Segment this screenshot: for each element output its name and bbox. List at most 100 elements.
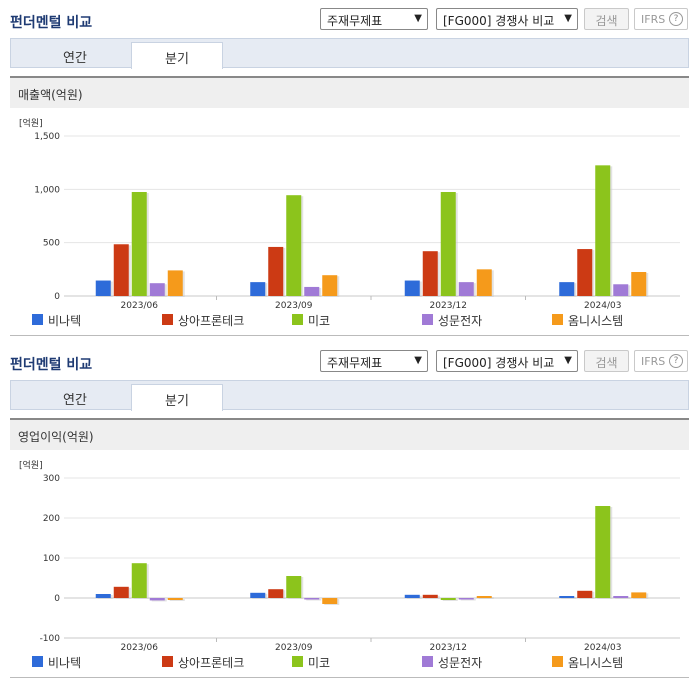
legend-label: 미코 [308, 656, 331, 670]
search-button[interactable]: 검색 [584, 8, 629, 30]
bar[interactable] [613, 284, 629, 296]
bar[interactable] [167, 598, 183, 600]
legend-item[interactable]: 미코 [292, 312, 330, 329]
legend-label: 상아프론테크 [178, 314, 245, 328]
legend-swatch [162, 314, 173, 325]
legend-item[interactable]: 상아프론테크 [162, 654, 244, 671]
bar[interactable] [631, 592, 647, 598]
bar[interactable] [422, 594, 438, 598]
legend-item[interactable]: 미코 [292, 654, 330, 671]
bar[interactable] [304, 598, 320, 600]
bar[interactable] [304, 286, 320, 296]
ifrs-label: IFRS [641, 355, 666, 368]
panel-header: 펀더멘털 비교 주재무제표 ▼ [FG000] 경쟁사 비교 ▼ 검색 IFRS… [0, 342, 696, 376]
chart-title: 매출액(억원) [18, 88, 83, 102]
bar[interactable] [422, 251, 438, 296]
legend-item[interactable]: 옴니시스템 [552, 654, 623, 671]
chart-title: 영업이익(억원) [18, 430, 94, 444]
ifrs-button[interactable]: IFRS ? [634, 350, 688, 372]
period-tabs: 연간 분기 [10, 380, 689, 411]
ifrs-button[interactable]: IFRS ? [634, 8, 688, 30]
bar[interactable] [404, 280, 420, 296]
bar[interactable] [559, 596, 575, 598]
bar[interactable] [595, 165, 611, 296]
bar[interactable] [577, 590, 593, 598]
legend-swatch [292, 656, 303, 667]
legend-swatch [422, 314, 433, 325]
chevron-down-icon: ▼ [414, 355, 422, 366]
tab-quarterly[interactable]: 분기 [131, 384, 223, 411]
bar[interactable] [476, 596, 492, 598]
bar[interactable] [595, 506, 611, 598]
bar[interactable] [322, 598, 338, 604]
bar[interactable] [476, 269, 492, 296]
tab-quarterly[interactable]: 분기 [131, 42, 223, 69]
bar[interactable] [404, 594, 420, 598]
sales-chart: [억원] 0 500 1,000 1,500 2023/06 2023/09 2023/12 2… [10, 110, 689, 310]
bar[interactable] [559, 282, 575, 296]
bar[interactable] [458, 282, 474, 296]
tab-annual[interactable]: 연간 [63, 51, 87, 66]
help-icon[interactable]: ? [669, 12, 683, 26]
x-tick-label: 2023/06 [121, 643, 159, 652]
bar[interactable] [613, 596, 629, 598]
bar[interactable] [167, 270, 183, 296]
bar[interactable] [131, 563, 147, 598]
bar[interactable] [95, 594, 111, 598]
divider [10, 335, 689, 336]
bar[interactable] [577, 249, 593, 296]
statement-select[interactable]: 주재무제표 ▼ [320, 350, 428, 372]
bar[interactable] [95, 280, 111, 296]
tab-annual[interactable]: 연간 [63, 393, 87, 408]
y-tick-label: 1,000 [34, 185, 60, 195]
chart-legend: 비나텍 상아프론테크 미코 성문전자 옴니시스템 [10, 312, 689, 330]
bar[interactable] [113, 586, 129, 598]
legend-item[interactable]: 상아프론테크 [162, 312, 244, 329]
compare-select-value: [FG000] 경쟁사 비교 [443, 356, 555, 370]
legend-label: 비나텍 [48, 314, 82, 328]
legend-item[interactable]: 옴니시스템 [552, 312, 623, 329]
legend-swatch [292, 314, 303, 325]
chevron-down-icon: ▼ [564, 355, 572, 366]
legend-label: 옴니시스템 [568, 314, 624, 328]
legend-item[interactable]: 비나텍 [32, 654, 81, 671]
y-tick-label: 500 [43, 239, 60, 249]
divider [10, 677, 689, 678]
ifrs-label: IFRS [641, 13, 666, 26]
y-axis-unit-label: [억원] [19, 459, 43, 471]
legend-item[interactable]: 비나텍 [32, 312, 81, 329]
bar[interactable] [440, 192, 456, 296]
search-button[interactable]: 검색 [584, 350, 629, 372]
legend-item[interactable]: 성문전자 [422, 654, 482, 671]
bar[interactable] [268, 246, 284, 296]
chevron-down-icon: ▼ [414, 13, 422, 24]
bar[interactable] [322, 275, 338, 296]
bar[interactable] [149, 598, 165, 601]
operating-profit-chart: [억원] -100 0 100 200 300 2023/06 2023/09 2023/12 2… [10, 452, 689, 652]
bar[interactable] [131, 192, 147, 296]
bar[interactable] [440, 598, 456, 600]
x-tick-label: 2023/09 [275, 301, 313, 310]
panel-title: 펀더멘털 비교 [10, 15, 93, 31]
bar[interactable] [250, 282, 266, 296]
panel-header: 펀더멘털 비교 주재무제표 ▼ [FG000] 경쟁사 비교 ▼ 검색 IFRS… [0, 0, 696, 34]
chart-header: 영업이익(억원) [10, 418, 689, 450]
y-tick-label: 200 [43, 514, 60, 524]
bar[interactable] [458, 598, 474, 600]
legend-swatch [32, 656, 43, 667]
compare-select[interactable]: [FG000] 경쟁사 비교 ▼ [436, 350, 578, 372]
statement-select[interactable]: 주재무제표 ▼ [320, 8, 428, 30]
x-tick-label: 2024/03 [584, 301, 621, 310]
bar[interactable] [631, 272, 647, 296]
chart-header: 매출액(억원) [10, 76, 689, 108]
help-icon[interactable]: ? [669, 354, 683, 368]
bar[interactable] [149, 283, 165, 296]
bar[interactable] [268, 589, 284, 598]
compare-select[interactable]: [FG000] 경쟁사 비교 ▼ [436, 8, 578, 30]
legend-label: 옴니시스템 [568, 656, 624, 670]
bar[interactable] [113, 244, 129, 296]
bar[interactable] [250, 592, 266, 598]
legend-item[interactable]: 성문전자 [422, 312, 482, 329]
bar[interactable] [286, 576, 302, 598]
bar[interactable] [286, 195, 302, 296]
